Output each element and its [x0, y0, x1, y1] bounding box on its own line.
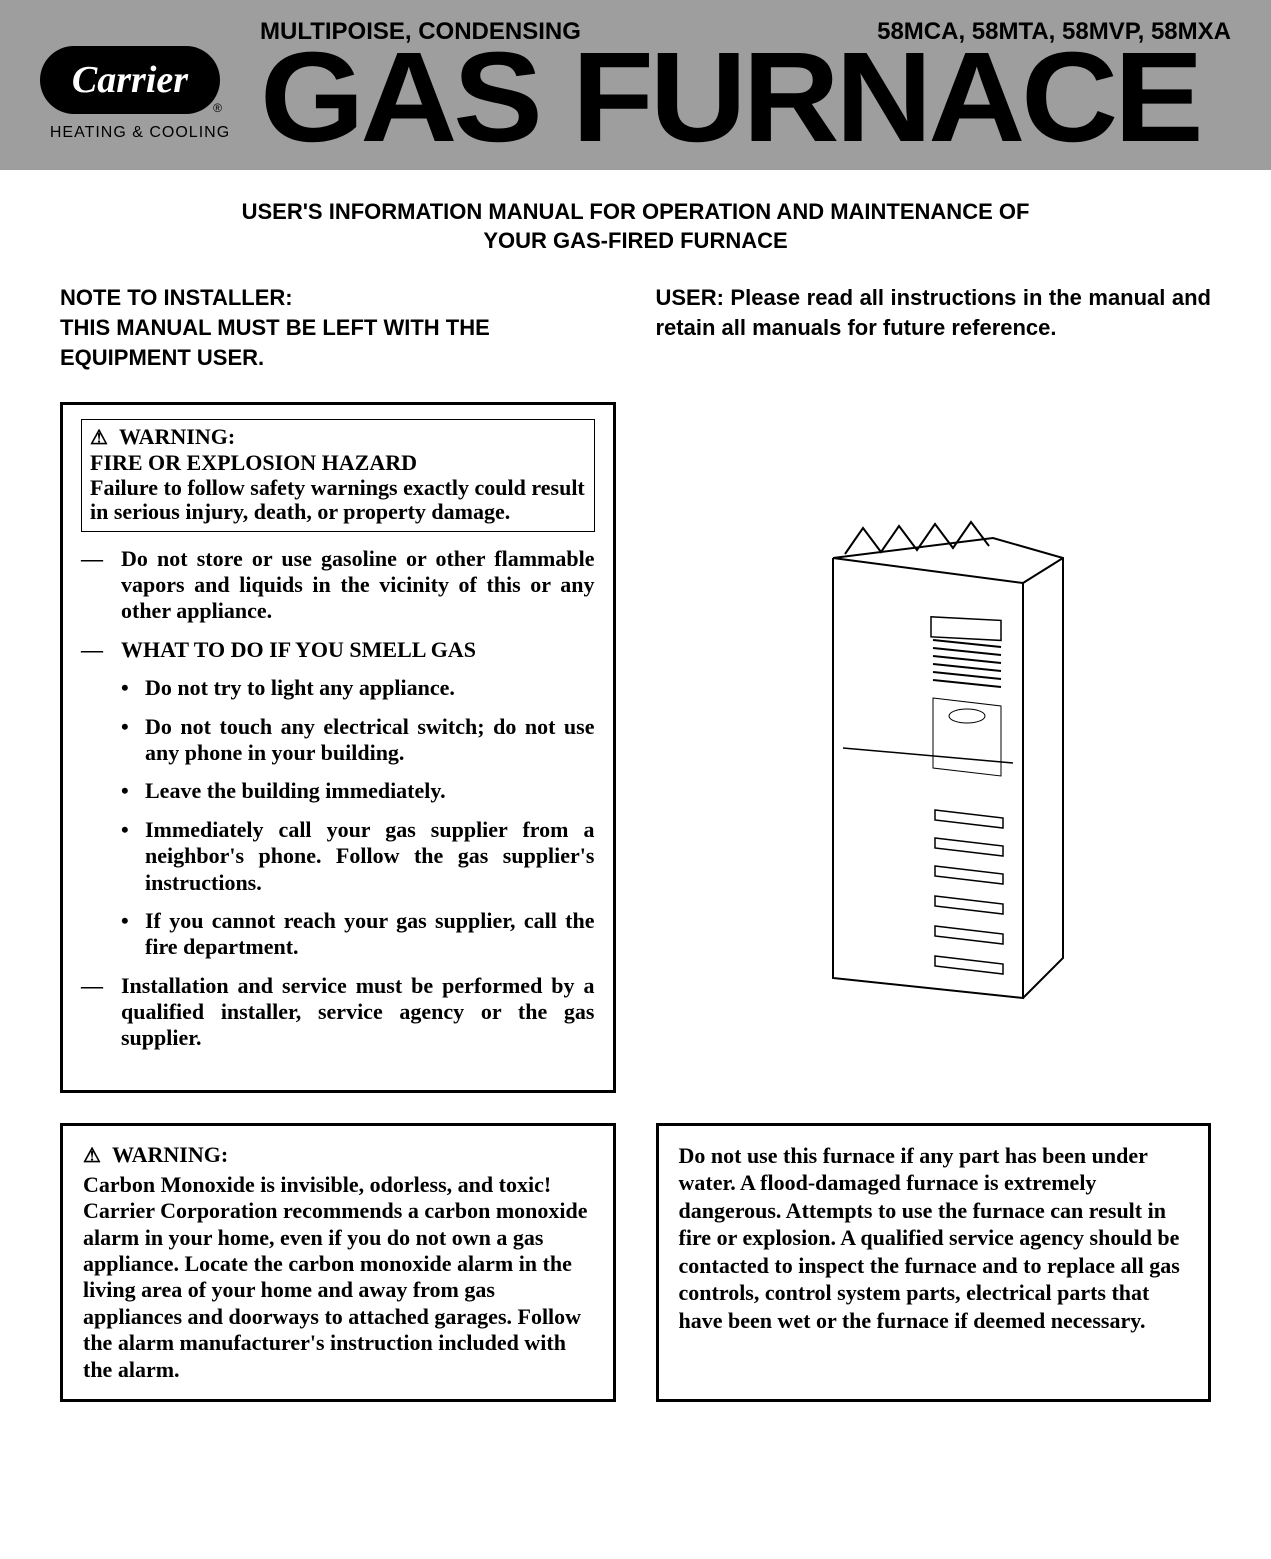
bullet-item: Do not try to light any appliance.: [121, 675, 595, 701]
dash-item: WHAT TO DO IF YOU SMELL GAS Do not try t…: [81, 637, 595, 961]
hazard-line: FIRE OR EXPLOSION HAZARD: [90, 450, 586, 476]
subheader-line1: USER'S INFORMATION MANUAL FOR OPERATION …: [40, 198, 1231, 227]
bullet-item: Do not touch any electrical switch; do n…: [121, 714, 595, 767]
note-line1: NOTE TO INSTALLER:: [60, 283, 616, 313]
dash-item-text: WHAT TO DO IF YOU SMELL GAS: [121, 637, 476, 662]
warning-box-fire-explosion: ⚠ WARNING: FIRE OR EXPLOSION HAZARD Fail…: [60, 402, 616, 1093]
note-line2: THIS MANUAL MUST BE LEFT WITH THE: [60, 313, 616, 343]
failure-line: Failure to follow safety warnings exactl…: [90, 476, 586, 524]
furnace-illustration: [656, 402, 1212, 1093]
furnace-svg: [763, 488, 1103, 1008]
carrier-logo-text: Carrier: [72, 58, 188, 102]
content-grid: NOTE TO INSTALLER: THIS MANUAL MUST BE L…: [0, 265, 1271, 1432]
title-block: MULTIPOISE, CONDENSING 58MCA, 58MTA, 58M…: [240, 18, 1231, 162]
warning-label: WARNING:: [112, 1142, 228, 1167]
warning-label: WARNING:: [119, 424, 235, 449]
dash-item: Installation and service must be perform…: [81, 973, 595, 1052]
warning-label-line: ⚠ WARNING:: [90, 424, 586, 450]
logo-tagline: HEATING & COOLING: [40, 124, 240, 142]
main-title: GAS FURNACE: [260, 34, 1271, 162]
dash-item: Do not store or use gasoline or other fl…: [81, 546, 595, 625]
note-line3: EQUIPMENT USER.: [60, 343, 616, 373]
header-top-row: Carrier ® HEATING & COOLING MULTIPOISE, …: [40, 18, 1231, 162]
registered-mark: ®: [213, 101, 222, 115]
warning-triangle-icon: ⚠: [90, 427, 108, 449]
carrier-logo: Carrier ®: [40, 46, 220, 118]
subheader: USER'S INFORMATION MANUAL FOR OPERATION …: [0, 170, 1271, 265]
subheader-line2: YOUR GAS-FIRED FURNACE: [40, 227, 1231, 256]
warning-bullet-list: Do not try to light any appliance. Do no…: [121, 675, 595, 961]
bullet-item: If you cannot reach your gas supplier, c…: [121, 908, 595, 961]
bullet-item: Leave the building immediately.: [121, 778, 595, 804]
warning-co-text: Carbon Monoxide is invisible, odorless, …: [83, 1172, 593, 1383]
bullet-item: Immediately call your gas supplier from …: [121, 817, 595, 896]
user-note: USER: Please read all instructions in th…: [656, 283, 1212, 372]
warning-header-box: ⚠ WARNING: FIRE OR EXPLOSION HAZARD Fail…: [81, 419, 595, 531]
warning-label-line: ⚠ WARNING:: [83, 1142, 593, 1168]
header-band: Carrier ® HEATING & COOLING MULTIPOISE, …: [0, 0, 1271, 170]
carrier-logo-pill: Carrier ®: [40, 46, 220, 114]
warning-dash-list: Do not store or use gasoline or other fl…: [81, 546, 595, 1052]
logo-block: Carrier ® HEATING & COOLING: [40, 18, 240, 142]
flood-text: Do not use this furnace if any part has …: [679, 1142, 1189, 1335]
note-to-installer: NOTE TO INSTALLER: THIS MANUAL MUST BE L…: [60, 283, 616, 372]
warning-triangle-icon: ⚠: [83, 1145, 101, 1167]
flood-warning-box: Do not use this furnace if any part has …: [656, 1123, 1212, 1402]
warning-box-co: ⚠ WARNING: Carbon Monoxide is invisible,…: [60, 1123, 616, 1402]
